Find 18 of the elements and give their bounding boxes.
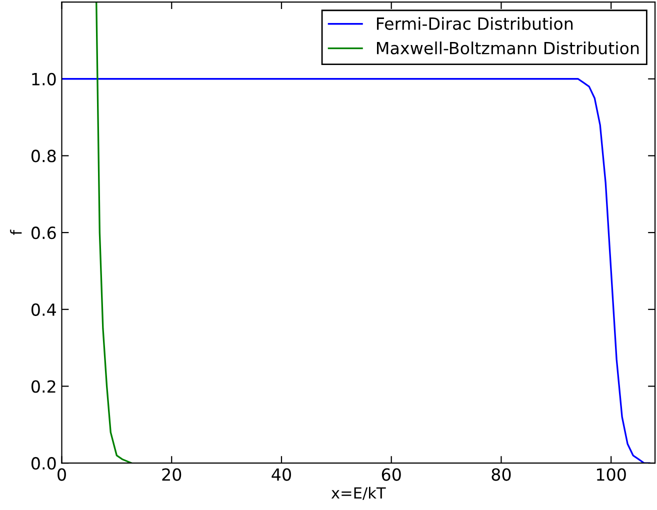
y-tick-label: 0.6 <box>31 226 56 240</box>
y-tick-label: 0.2 <box>31 380 56 393</box>
x-tick-label: 60 <box>382 468 401 481</box>
line-series <box>62 78 650 464</box>
y-tick-label: 0.8 <box>31 150 56 162</box>
y-tick-label: 0.4 <box>31 303 56 316</box>
x-tick-label: 0 <box>58 468 66 481</box>
x-tick-label: 40 <box>272 468 291 481</box>
legend-label: Fermi-Dirac Distribution <box>377 17 573 30</box>
legend-label: Maxwell-Boltzmann Distribution <box>377 42 639 54</box>
y-tick-label: 1.0 <box>32 72 56 86</box>
x-tick-label: 20 <box>162 468 182 481</box>
x-axis-title: x=E/kT <box>331 486 386 500</box>
y-axis-title: f <box>10 230 22 235</box>
y-tick-label: 0.0 <box>31 457 56 470</box>
x-tick-label: 100 <box>597 468 626 481</box>
x-tick-label: 80 <box>492 468 511 481</box>
line-series <box>96 2 132 464</box>
